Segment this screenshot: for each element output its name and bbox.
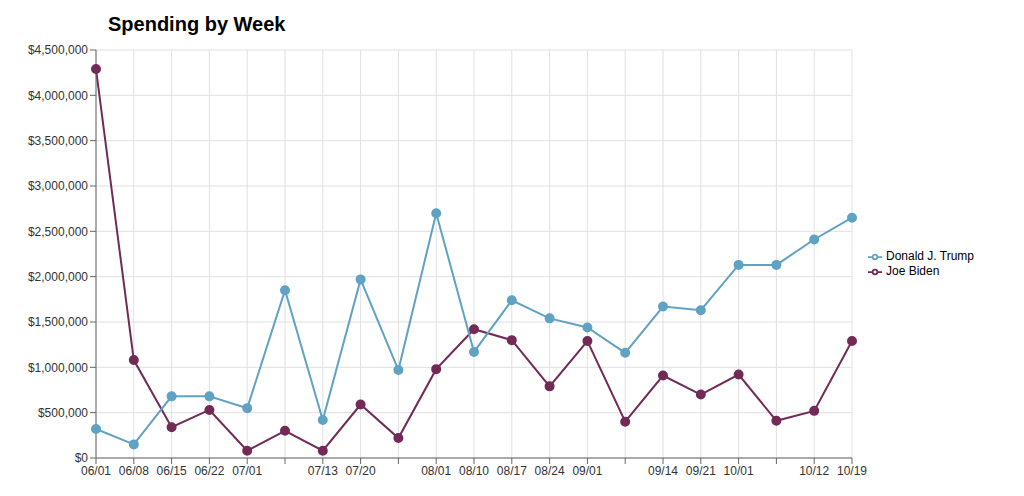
svg-text:08/24: 08/24 xyxy=(535,464,565,478)
svg-text:10/12: 10/12 xyxy=(799,464,829,478)
svg-text:$4,500,000: $4,500,000 xyxy=(28,43,88,57)
svg-text:$3,500,000: $3,500,000 xyxy=(28,134,88,148)
svg-text:$2,000,000: $2,000,000 xyxy=(28,270,88,284)
svg-text:06/22: 06/22 xyxy=(194,464,224,478)
svg-text:09/21: 09/21 xyxy=(686,464,716,478)
svg-text:09/01: 09/01 xyxy=(572,464,602,478)
svg-text:06/15: 06/15 xyxy=(157,464,187,478)
html-text:Spending by Week: Spending by Week xyxy=(108,13,286,35)
svg-text:06/01: 06/01 xyxy=(81,464,111,478)
svg-text:$1,500,000: $1,500,000 xyxy=(28,315,88,329)
svg-text:07/20: 07/20 xyxy=(346,464,376,478)
svg-text:$1,000,000: $1,000,000 xyxy=(28,361,88,375)
svg-text:$0: $0 xyxy=(75,451,89,465)
svg-text:07/13: 07/13 xyxy=(308,464,338,478)
svg-text:$500,000: $500,000 xyxy=(38,406,88,420)
svg-text:10/01: 10/01 xyxy=(724,464,754,478)
svg-text:08/17: 08/17 xyxy=(497,464,527,478)
svg-text:$4,000,000: $4,000,000 xyxy=(28,89,88,103)
svg-text:$2,500,000: $2,500,000 xyxy=(28,225,88,239)
svg-text:07/01: 07/01 xyxy=(232,464,262,478)
svg-text:$3,000,000: $3,000,000 xyxy=(28,179,88,193)
html-text:Joe Biden: Joe Biden xyxy=(886,264,940,278)
svg-text:10/19: 10/19 xyxy=(837,464,867,478)
svg-text:08/01: 08/01 xyxy=(421,464,451,478)
svg-text:06/08: 06/08 xyxy=(119,464,149,478)
html-text:Donald J. Trump: Donald J. Trump xyxy=(886,249,974,264)
svg-text:08/10: 08/10 xyxy=(459,464,489,478)
svg-text:09/14: 09/14 xyxy=(648,464,678,478)
